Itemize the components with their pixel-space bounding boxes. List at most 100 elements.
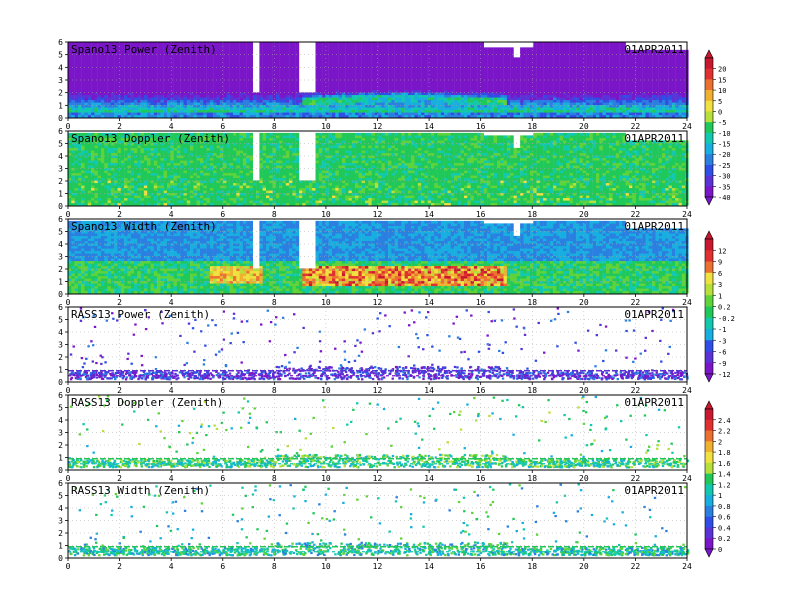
data-cell (226, 99, 230, 103)
data-cell (236, 54, 240, 58)
data-cell (470, 77, 475, 81)
data-cell (242, 97, 247, 101)
data-cell (213, 109, 217, 113)
data-cell (612, 104, 616, 108)
data-cell (566, 112, 570, 116)
data-cell (190, 57, 194, 61)
data-cell (632, 67, 636, 71)
data-cell (464, 84, 468, 88)
data-cell (213, 62, 217, 66)
data-cell (549, 59, 554, 63)
data-cell (533, 62, 537, 66)
data-cell (559, 77, 564, 81)
data-cell (483, 109, 488, 113)
data-cell (543, 97, 547, 101)
data-cell (275, 69, 280, 73)
data-cell (629, 77, 633, 81)
data-cell (454, 107, 458, 111)
data-cell (592, 84, 597, 88)
data-cell (74, 84, 79, 88)
data-cell (450, 52, 455, 56)
data-cell (345, 82, 349, 86)
data-cell (556, 49, 560, 53)
data-cell (259, 69, 263, 73)
data-cell (223, 49, 227, 53)
data-cell (127, 97, 131, 101)
data-cell (94, 94, 98, 98)
data-cell (74, 102, 79, 106)
data-cell (523, 102, 527, 106)
data-cell (605, 59, 610, 63)
data-cell (332, 47, 336, 51)
data-cell (351, 84, 356, 88)
data-cell (279, 59, 283, 63)
data-cell (289, 102, 293, 106)
data-cell (487, 52, 491, 56)
data-cell (203, 44, 207, 48)
data-cell (269, 114, 273, 118)
data-cell (615, 77, 620, 81)
data-cell (279, 107, 283, 111)
data-cell (635, 54, 640, 58)
data-cell (134, 69, 138, 73)
data-cell (91, 92, 95, 96)
data-cell (384, 77, 389, 81)
data-cell (625, 54, 630, 58)
data-cell (355, 109, 359, 113)
data-cell (200, 102, 204, 106)
data-cell (490, 69, 494, 73)
data-cell (338, 62, 343, 66)
data-cell (147, 69, 151, 73)
data-cell (533, 99, 537, 103)
data-cell (236, 47, 240, 51)
data-cell (596, 97, 600, 101)
data-cell (226, 74, 230, 78)
data-cell (589, 49, 593, 53)
data-cell (180, 42, 184, 46)
data-cell (170, 42, 174, 46)
data-cell (411, 104, 415, 108)
data-cell (378, 114, 382, 118)
data-cell (200, 87, 204, 91)
data-cell (632, 104, 636, 108)
data-cell (543, 87, 547, 91)
data-cell (447, 104, 451, 108)
data-cell (94, 67, 98, 71)
data-cell (348, 44, 352, 48)
data-cell (398, 94, 402, 98)
data-cell (203, 97, 207, 101)
data-cell (104, 109, 108, 113)
data-cell (384, 74, 389, 78)
data-cell (523, 104, 527, 108)
data-cell (345, 84, 349, 88)
data-cell (170, 97, 174, 101)
data-cell (209, 87, 214, 91)
data-cell (365, 104, 369, 108)
data-cell (137, 114, 141, 118)
data-cell (140, 42, 145, 46)
data-cell (520, 94, 524, 98)
data-cell (546, 104, 550, 108)
data-cell (68, 62, 72, 66)
data-cell (500, 49, 504, 53)
data-cell (266, 72, 270, 76)
data-cell (500, 52, 504, 56)
data-cell (434, 69, 438, 73)
data-cell (91, 52, 95, 56)
data-cell (576, 62, 580, 66)
data-cell (407, 42, 412, 46)
data-cell (365, 47, 369, 51)
data-cell (193, 52, 197, 56)
data-cell (233, 59, 237, 63)
data-cell (328, 54, 333, 58)
data-cell (440, 64, 445, 68)
data-cell (454, 87, 458, 91)
data-cell (325, 97, 329, 101)
data-cell (279, 44, 283, 48)
data-cell (292, 67, 296, 71)
data-cell (97, 74, 102, 78)
data-cell (467, 57, 471, 61)
data-cell (160, 77, 164, 81)
data-cell (592, 69, 597, 73)
data-cell (473, 79, 478, 83)
